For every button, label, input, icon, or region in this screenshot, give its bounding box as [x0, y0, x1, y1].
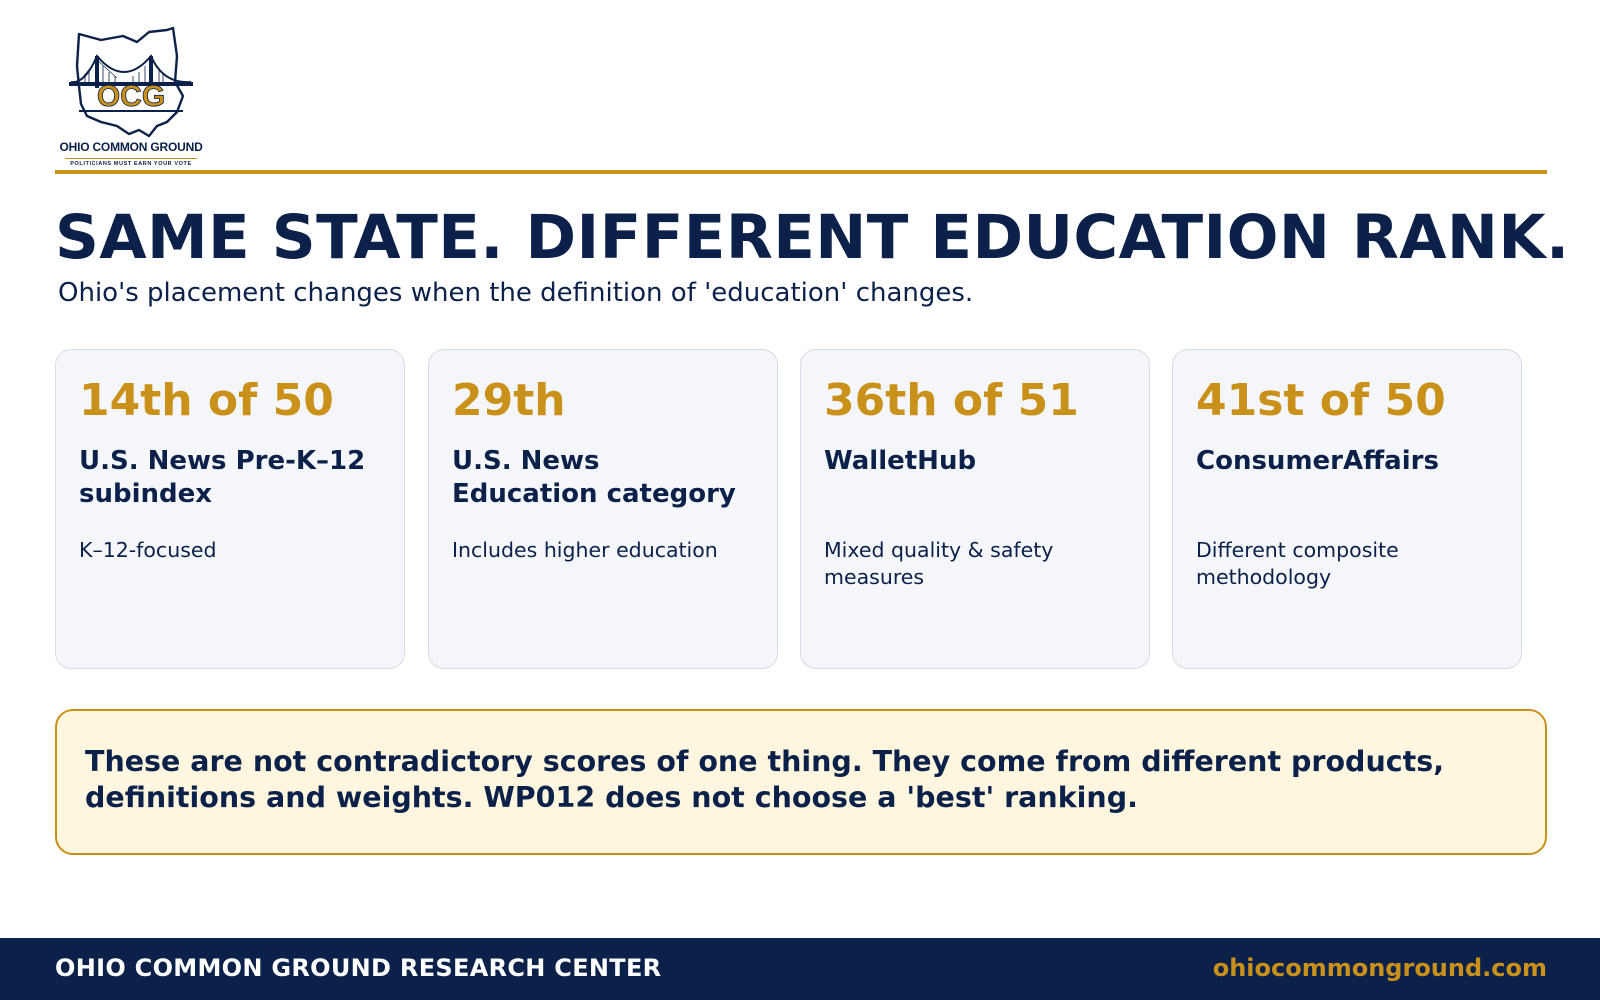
ranking-card-wallethub: 36th of 51 WalletHub Mixed quality & saf…: [800, 349, 1150, 669]
card-note: Mixed quality & safety measures: [824, 538, 1054, 590]
card-source: WalletHub: [824, 446, 977, 477]
logo-wordmark: OHIO COMMON GROUND: [59, 140, 203, 154]
card-source: ConsumerAffairs: [1196, 446, 1439, 477]
card-note: Includes higher education: [452, 538, 718, 563]
footer-website-link[interactable]: ohiocommonground.com: [1212, 954, 1547, 982]
ohio-outline-bridge-icon: OCG: [69, 26, 193, 138]
card-rank: 29th: [452, 375, 566, 426]
logo-tagline: POLITICIANS MUST EARN YOUR VOTE: [70, 161, 192, 167]
card-source: U.S. News Education category: [452, 446, 736, 510]
callout-text: These are not contradictory scores of on…: [85, 745, 1445, 814]
card-note: K–12-focused: [79, 538, 217, 563]
ranking-card-us-news-education: 29th U.S. News Education category Includ…: [428, 349, 778, 669]
card-rank: 41st of 50: [1196, 375, 1446, 426]
footer-organization: OHIO COMMON GROUND RESEARCH CENTER: [55, 954, 662, 982]
page-title: SAME STATE. DIFFERENT EDUCATION RANK.: [55, 202, 1570, 273]
header-divider: [55, 170, 1547, 174]
card-note: Different composite methodology: [1196, 538, 1399, 590]
ranking-card-consumeraffairs: 41st of 50 ConsumerAffairs Different com…: [1172, 349, 1522, 669]
page-subtitle: Ohio's placement changes when the defini…: [58, 278, 974, 308]
logo-divider: [65, 158, 197, 159]
callout-box: These are not contradictory scores of on…: [55, 709, 1547, 855]
footer-bar: OHIO COMMON GROUND RESEARCH CENTER ohioc…: [0, 938, 1600, 1000]
ocg-logo: OCG OHIO COMMON GROUND POLITICIANS MUST …: [57, 26, 205, 169]
card-rank: 14th of 50: [79, 375, 334, 426]
card-rank: 36th of 51: [824, 375, 1079, 426]
card-source: U.S. News Pre-K–12 subindex: [79, 446, 366, 510]
ranking-cards: 14th of 50 U.S. News Pre-K–12 subindex K…: [55, 349, 1523, 669]
ranking-card-us-news-prek12: 14th of 50 U.S. News Pre-K–12 subindex K…: [55, 349, 405, 669]
logo-monogram: OCG: [97, 80, 165, 113]
